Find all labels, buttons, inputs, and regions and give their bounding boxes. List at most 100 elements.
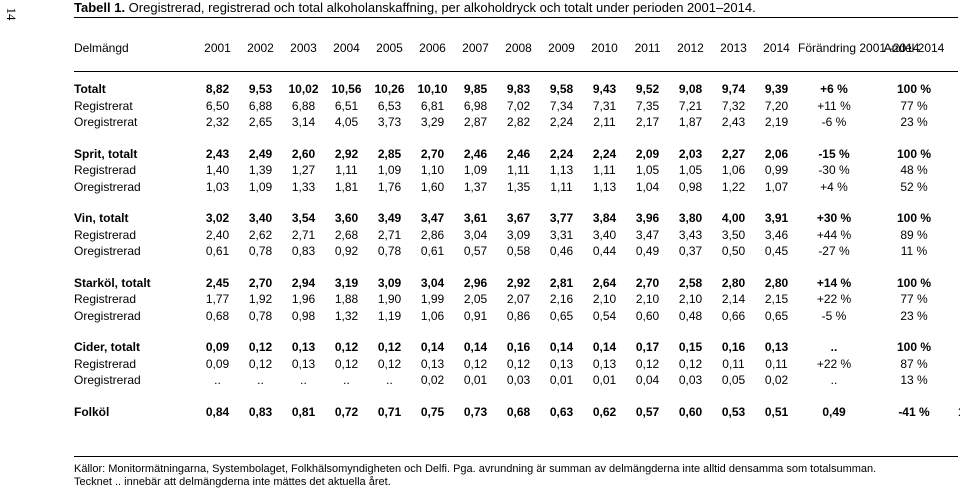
page-number: 14 <box>4 7 19 21</box>
table-cell: 0,98 <box>291 308 316 323</box>
table-cell: 1,05 <box>635 163 660 178</box>
table-cell: 0,83 <box>291 244 316 259</box>
row-label: Oregistrerat <box>74 115 138 130</box>
spacer-cell <box>74 195 958 210</box>
table-cell: 2,96 <box>463 275 488 290</box>
table-cell: 7,34 <box>549 98 574 113</box>
table-cell: 0,92 <box>334 244 359 259</box>
table-cell: 1,06 <box>420 308 445 323</box>
table-cell: 1,03 <box>205 179 230 194</box>
table-cell: 0,12 <box>334 340 359 355</box>
header-row: Delmängd 2001 2002 2003 2004 2005 2006 2007 2008… <box>74 30 958 66</box>
table-cell: 2,71 <box>377 227 402 242</box>
table-cell: 1,32 <box>334 308 359 323</box>
table-cell: 0,12 <box>635 356 660 371</box>
table-cell: -30 % <box>818 163 850 178</box>
table-cell: 6,88 <box>248 98 273 113</box>
table-cell: +4 % <box>820 179 848 194</box>
table-cell: 0,75 <box>420 404 445 419</box>
table-cell: 1,07 <box>764 179 789 194</box>
table-cell: 0,49 <box>822 404 846 419</box>
table-cell: 6,50 <box>205 98 230 113</box>
table-cell: 0,68 <box>506 404 531 419</box>
column-header: 2009 <box>548 41 575 55</box>
table-cell: 1,09 <box>248 179 273 194</box>
table-cell: +22 % <box>816 292 852 307</box>
table-cell: 3,91 <box>764 211 789 226</box>
statistics-table: Delmängd 2001 2002 2003 2004 2005 2006 2007 2008… <box>74 30 960 421</box>
table-cell: 3,80 <box>678 211 703 226</box>
table-cell: 0,48 <box>678 308 703 323</box>
row-label: Starköl, totalt <box>74 275 151 290</box>
table-cell: 10,10 <box>417 82 448 97</box>
table-cell: 1,10 <box>420 163 445 178</box>
table-cell: 3,61 <box>463 211 488 226</box>
table-cell: 0,12 <box>678 356 703 371</box>
table-cell: 0,54 <box>592 308 617 323</box>
table-cell: 4,00 <box>721 211 746 226</box>
table-cell: 10,02 <box>288 82 319 97</box>
table-cell: 100 % <box>896 275 932 290</box>
table-cell: 13 % <box>900 373 928 388</box>
spacer-cell <box>74 131 958 146</box>
table-cell: 3,84 <box>592 211 617 226</box>
table-cell: 0,09 <box>205 340 230 355</box>
column-header: 2001 <box>204 41 231 55</box>
table-title: Tabell 1. Oregistrerad, registrerad och … <box>74 0 756 15</box>
row-label: Registrerad <box>74 227 137 242</box>
table-row: Oregistrerad 0,61 0,78 0,83 0,92 0,78 0,61 0,57… <box>74 243 958 260</box>
table-cell: 100 % <box>896 82 932 97</box>
table-cell: 2,80 <box>764 275 789 290</box>
table-cell: 3,46 <box>764 227 789 242</box>
table-cell: 3,14 <box>291 115 316 130</box>
table-cell: 9,58 <box>549 82 574 97</box>
table-cell: 3,54 <box>291 211 316 226</box>
row-label: Oregistrerad <box>74 244 141 259</box>
group-spacer <box>74 131 958 146</box>
table-cell: 2,19 <box>764 115 789 130</box>
table-cell: 0,61 <box>205 244 230 259</box>
table-cell: 9,74 <box>721 82 746 97</box>
table-cell: +11 % <box>817 98 851 113</box>
table-cell: 7,35 <box>635 98 660 113</box>
table-cell: 9,39 <box>764 82 789 97</box>
row-label: Oregistrerad <box>74 308 141 323</box>
table-cell: 0,57 <box>635 404 660 419</box>
column-header: 2007 <box>462 41 489 55</box>
table-cell: 0,51 <box>764 404 789 419</box>
table-cell: 2,81 <box>549 275 574 290</box>
table-cell: 0,46 <box>549 244 574 259</box>
table-cell: 10,56 <box>331 82 362 97</box>
table-cell: -6 % <box>821 115 847 130</box>
table-cell: 52 % <box>900 179 928 194</box>
table-cell: 100 % <box>896 211 932 226</box>
table-cell: 0,73 <box>463 404 488 419</box>
table-cell: 0,84 <box>205 404 230 419</box>
table-cell: 0,65 <box>764 308 789 323</box>
table-cell: 1,60 <box>420 179 445 194</box>
table-cell: 0,65 <box>549 308 574 323</box>
table-cell: 1,92 <box>248 292 273 307</box>
table-cell: 2,46 <box>463 146 488 161</box>
table-cell: 0,78 <box>377 244 402 259</box>
table-cell: 77 % <box>900 98 928 113</box>
table-cell: 1,11 <box>550 179 573 194</box>
table-cell: 3,02 <box>205 211 230 226</box>
table-cell: 100 % <box>896 146 932 161</box>
table-cell: 3,19 <box>334 275 359 290</box>
table-cell: 0,37 <box>678 244 703 259</box>
table-cell: 1,76 <box>377 179 402 194</box>
table-cell: 2,06 <box>764 146 789 161</box>
table-cell: 0,13 <box>420 356 445 371</box>
header-rule <box>74 71 958 72</box>
table-cell: 1,81 <box>334 179 359 194</box>
table-row: Folköl 0,84 0,83 0,81 0,72 0,71 0,75 0,73 0,68 0,… <box>74 404 960 421</box>
table-cell: 0,12 <box>334 356 359 371</box>
table-cell: 0,14 <box>549 340 574 355</box>
table-cell: 2,70 <box>248 275 273 290</box>
table-title-text: Oregistrerad, registrerad och total alko… <box>125 0 756 15</box>
table-cell: 0,63 <box>549 404 574 419</box>
spacer-cell <box>74 324 958 339</box>
table-cell: 3,40 <box>592 227 617 242</box>
table-cell: 0,14 <box>420 340 445 355</box>
